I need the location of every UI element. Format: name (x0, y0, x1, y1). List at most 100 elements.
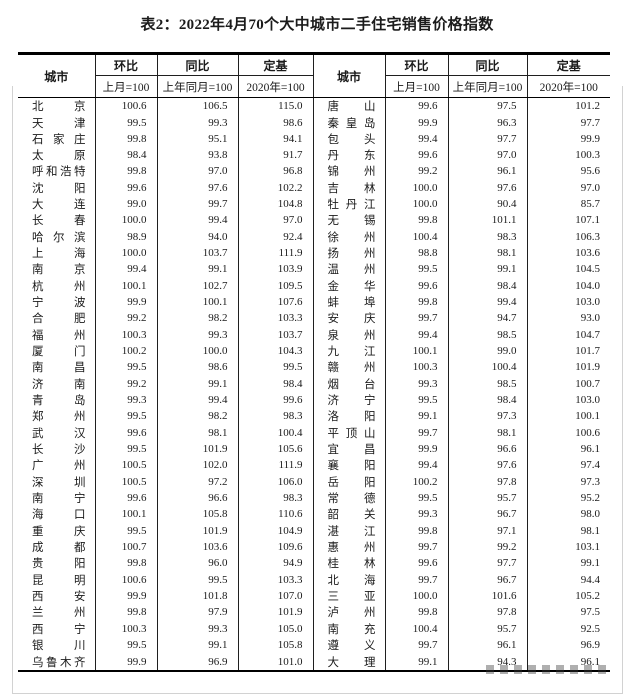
mom-cell: 99.3 (384, 375, 448, 392)
mom-cell: 100.3 (384, 359, 448, 376)
yoy-cell: 99.1 (156, 375, 238, 392)
yoy-cell: 98.5 (447, 326, 527, 343)
city-cell: 吉林 (312, 179, 385, 196)
city-cell: 赣州 (312, 359, 385, 376)
yoy-cell: 96.1 (447, 163, 527, 180)
base-cell: 99.9 (526, 130, 610, 147)
city-name: 宜昌 (327, 444, 376, 457)
city-name: 温州 (327, 264, 376, 277)
city-cell: 长春 (18, 212, 95, 228)
yoy-cell: 99.3 (156, 620, 238, 637)
city-name: 唐山 (327, 101, 376, 114)
yoy-cell: 99.1 (156, 636, 238, 654)
mom-cell: 99.1 (384, 408, 448, 425)
base-cell: 100.1 (526, 408, 610, 425)
base-cell: 100.7 (526, 375, 610, 392)
city-name: 长沙 (32, 444, 86, 457)
base-cell: 106.0 (237, 473, 313, 490)
city-cell: 重庆 (18, 523, 95, 539)
city-name: 重庆 (32, 525, 86, 538)
base-cell: 94.4 (526, 571, 610, 588)
mom-cell: 99.4 (384, 457, 448, 474)
base-cell: 101.2 (526, 97, 610, 115)
mom-cell: 99.9 (94, 653, 157, 671)
city-name: 丹东 (327, 150, 376, 163)
table-row: 重庆 99.5 101.9 104.9 湛江 99.8 97.1 98.1 (18, 522, 610, 539)
city-cell: 青岛 (18, 392, 95, 408)
table-row: 呼和浩特 99.8 97.0 96.8 锦州 99.2 96.1 95.6 (18, 163, 610, 180)
base-cell: 96.9 (526, 636, 610, 654)
mom-cell: 99.3 (94, 391, 157, 409)
table-row: 合肥 99.2 98.2 103.3 安庆 99.7 94.7 93.0 (18, 310, 610, 327)
city-cell: 北海 (312, 571, 385, 588)
yoy-cell: 97.2 (156, 473, 238, 490)
mom-cell: 100.4 (384, 620, 448, 637)
city-name: 天津 (32, 117, 86, 130)
city-cell: 济宁 (312, 391, 385, 409)
mom-cell: 100.1 (94, 277, 157, 294)
header-yoy-sub-left: 上年同月=100 (156, 75, 238, 98)
base-cell: 100.4 (237, 424, 313, 441)
yoy-cell: 103.7 (156, 244, 238, 262)
mom-cell: 99.1 (384, 653, 448, 671)
yoy-cell: 97.3 (447, 408, 527, 425)
city-name: 三亚 (327, 591, 376, 604)
city-name: 九江 (327, 346, 376, 359)
mom-cell: 99.6 (384, 555, 448, 572)
city-name: 郑州 (32, 411, 86, 424)
yoy-cell: 96.3 (447, 114, 527, 131)
mom-cell: 99.5 (94, 522, 157, 539)
city-name: 青岛 (32, 395, 86, 408)
city-name: 海口 (32, 509, 86, 522)
mom-cell: 99.9 (94, 293, 157, 311)
table-row: 南昌 99.5 98.6 99.5 赣州 100.3 100.4 101.9 (18, 359, 610, 376)
city-name: 泸州 (327, 607, 376, 620)
city-cell: 泉州 (312, 326, 385, 343)
yoy-cell: 99.4 (156, 212, 238, 229)
base-cell: 94.1 (237, 130, 313, 147)
city-name: 昆明 (32, 574, 86, 587)
table-row: 北京 100.6 106.5 115.0 唐山 99.6 97.5 101.2 (18, 97, 610, 115)
city-cell: 遵义 (312, 636, 385, 654)
base-cell: 102.2 (237, 179, 313, 196)
base-cell: 101.7 (526, 342, 610, 360)
city-cell: 南昌 (18, 359, 95, 375)
mom-cell: 99.5 (94, 636, 157, 654)
city-cell: 包头 (312, 130, 385, 147)
table-row: 上海 100.0 103.7 111.9 扬州 98.8 98.1 103.6 (18, 244, 610, 262)
base-cell: 111.9 (237, 457, 313, 474)
yoy-cell: 98.1 (447, 424, 527, 441)
base-cell: 98.3 (237, 489, 313, 507)
yoy-cell: 98.2 (156, 310, 238, 327)
yoy-cell: 98.1 (156, 424, 238, 441)
base-cell: 91.7 (237, 147, 313, 164)
city-cell: 金华 (312, 277, 385, 294)
city-name: 杭州 (32, 280, 86, 293)
city-cell: 武汉 (18, 425, 95, 441)
city-name: 宁波 (32, 297, 86, 310)
yoy-cell: 97.0 (156, 163, 238, 180)
yoy-cell: 102.0 (156, 457, 238, 474)
city-name: 蚌埠 (327, 297, 376, 310)
base-cell: 104.7 (526, 326, 610, 343)
yoy-cell: 98.2 (156, 408, 238, 425)
city-name: 太原 (32, 150, 86, 163)
city-cell: 大理 (312, 653, 385, 671)
base-cell: 110.6 (237, 506, 313, 523)
table-body: 北京 100.6 106.5 115.0 唐山 99.6 97.5 101.2 天津 99.5 99… (18, 97, 610, 671)
city-name: 平顶山 (327, 427, 376, 440)
yoy-cell: 96.7 (447, 571, 527, 588)
city-name: 扬州 (327, 248, 376, 261)
city-name: 烟台 (327, 378, 376, 391)
yoy-cell: 101.8 (156, 587, 238, 605)
base-cell: 103.3 (237, 310, 313, 327)
city-name: 济宁 (327, 395, 376, 408)
city-cell: 贵阳 (18, 555, 95, 571)
base-cell: 96.1 (526, 653, 610, 671)
yoy-cell: 96.1 (447, 636, 527, 654)
mom-cell: 100.4 (384, 228, 448, 245)
mom-cell: 100.3 (94, 620, 157, 637)
mom-cell: 99.2 (94, 310, 157, 327)
mom-cell: 100.7 (94, 538, 157, 556)
mom-cell: 99.3 (384, 506, 448, 523)
